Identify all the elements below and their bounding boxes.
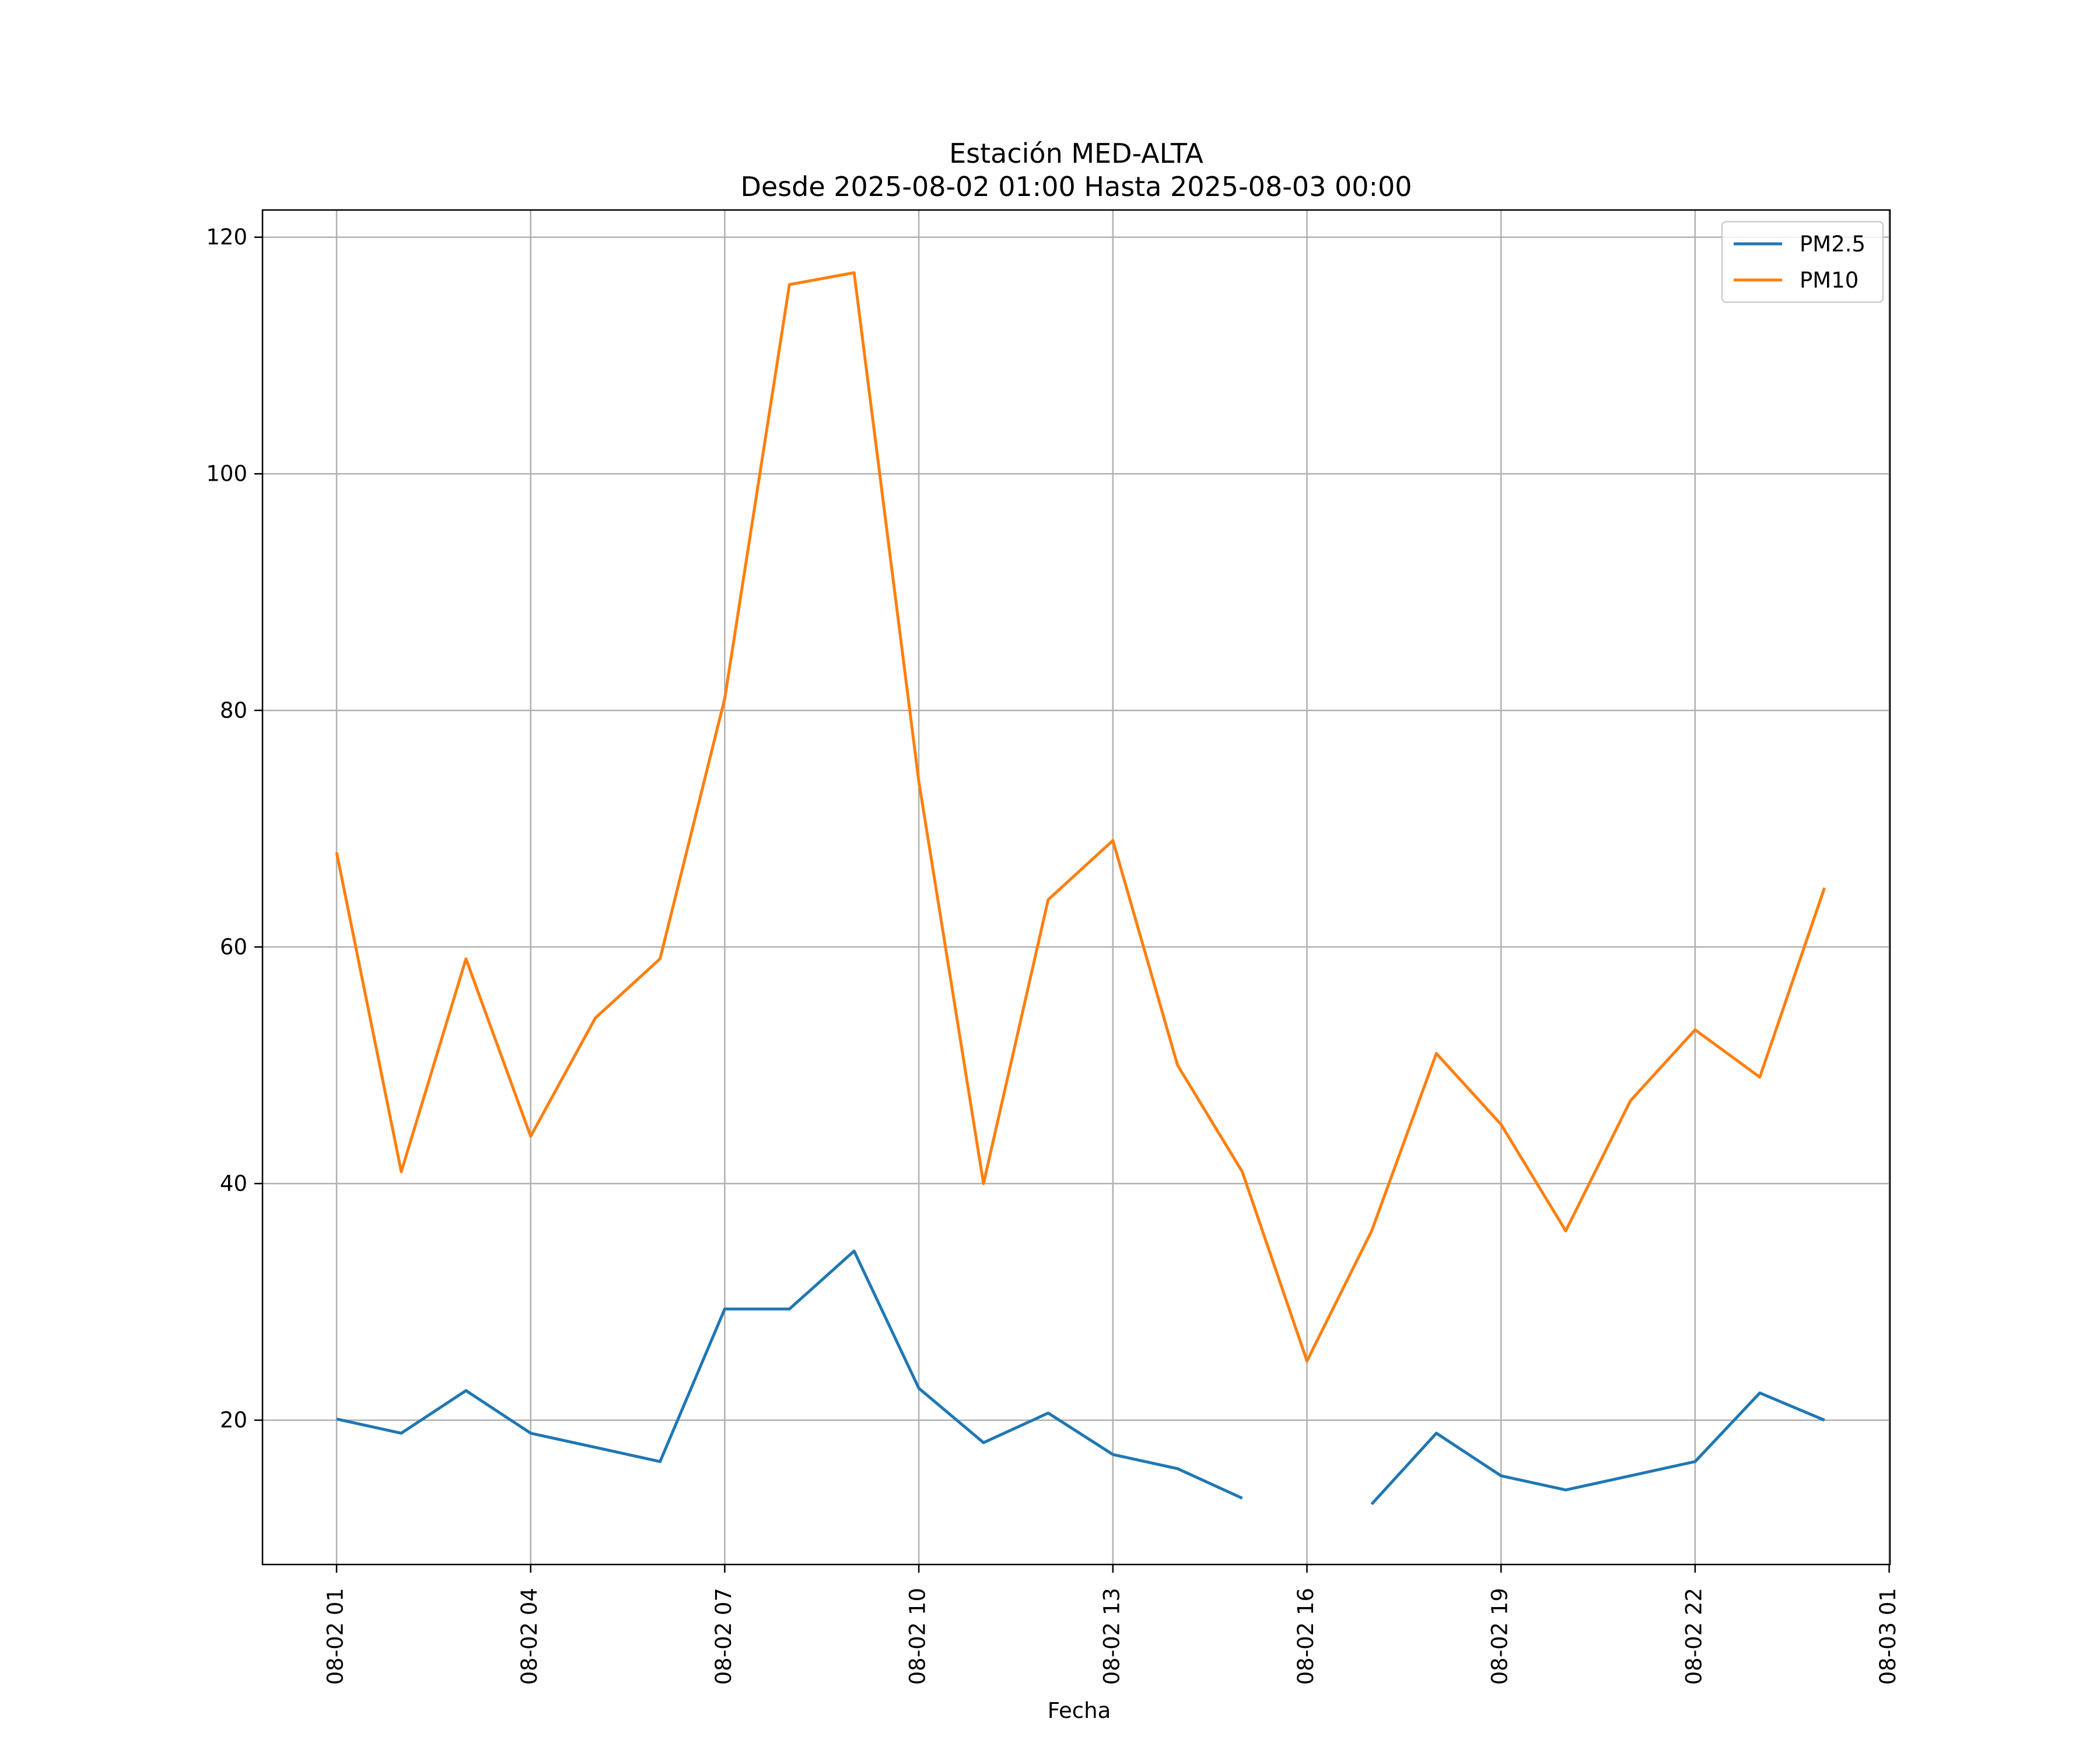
plot-frame	[261, 209, 1891, 1566]
axis-ticks: 08-02 01 08-02 04 08-02 07 08-02 10 08-02 13…	[206, 225, 1901, 1685]
x-tick-label: 08-02 22	[1681, 1588, 1706, 1685]
chart-subtitle: Desde 2025-08-02 01:00 Hasta 2025-08-03 …	[740, 171, 1412, 202]
x-tick-label: 08-02 13	[1099, 1588, 1124, 1685]
legend-label-pm25: PM2.5	[1800, 232, 1866, 257]
plot-lines	[335, 271, 1826, 1506]
x-tick-label: 08-02 01	[323, 1588, 348, 1685]
y-tick-label: 120	[206, 225, 247, 250]
x-tick-label: 08-03 01	[1875, 1588, 1901, 1685]
y-tick-label: 20	[220, 1408, 247, 1433]
x-tick-label: 08-02 07	[711, 1588, 736, 1685]
x-tick-label: 08-02 10	[905, 1588, 930, 1685]
y-tick-label: 40	[220, 1171, 247, 1196]
y-tick-label: 80	[220, 698, 247, 723]
legend-label-pm10: PM10	[1800, 268, 1859, 293]
y-tick-label: 100	[206, 461, 247, 487]
series-line-pm25	[336, 1250, 1825, 1506]
legend-box	[1721, 220, 1884, 303]
chart-title: Estación MED-ALTA	[949, 138, 1203, 169]
grid	[262, 210, 1890, 1564]
series-line-pm10	[335, 271, 1826, 1363]
x-axis-label: Fecha	[1048, 1698, 1111, 1723]
x-tick-label: 08-02 19	[1488, 1588, 1513, 1685]
x-tick-label: 08-02 16	[1293, 1588, 1318, 1685]
x-tick-label: 08-02 04	[517, 1588, 542, 1685]
y-tick-label: 60	[220, 935, 247, 960]
legend: PM2.5 PM10	[1721, 220, 1884, 303]
